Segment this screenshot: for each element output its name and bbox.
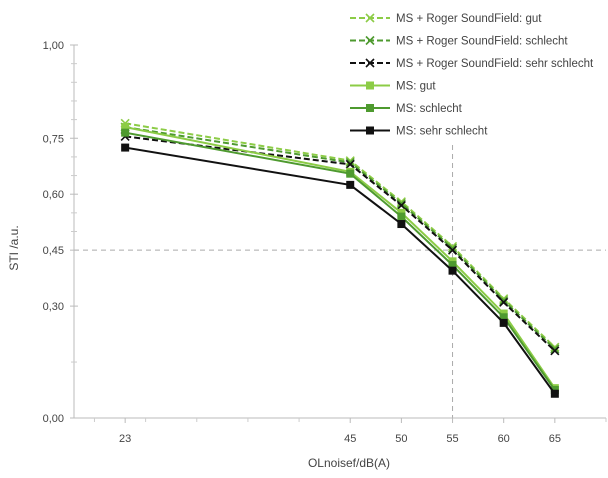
- legend-item: MS: gut: [350, 81, 436, 93]
- x-marker: [345, 159, 355, 169]
- x-tick-label: 45: [344, 433, 356, 445]
- series-line: [125, 146, 556, 395]
- square-marker: [550, 389, 559, 398]
- series-line: [125, 126, 556, 389]
- x-marker: [365, 35, 375, 46]
- legend-label: MS: sehr schlecht: [396, 126, 488, 138]
- y-tick-label: 0,45: [43, 245, 64, 257]
- y-axis-title: STI /a.u.: [7, 225, 21, 270]
- square-marker: [366, 104, 374, 112]
- legend-item: MS + Roger SoundField: sehr schlecht: [350, 58, 594, 70]
- square-marker: [499, 313, 508, 322]
- x-marker: [396, 198, 406, 209]
- y-tick-label: 0,00: [43, 413, 64, 425]
- legend-label: MS + Roger SoundField: schlecht: [396, 36, 568, 48]
- legend-label: MS: schlecht: [396, 103, 463, 115]
- x-axis-title: OLnoisef/dB(A): [308, 456, 390, 470]
- y-tick-label: 0,75: [43, 133, 64, 145]
- x-marker: [365, 13, 375, 23]
- square-marker: [366, 126, 374, 135]
- x-tick-label: 23: [119, 433, 131, 445]
- legend-label: MS: gut: [396, 81, 436, 93]
- series-1: [120, 118, 560, 352]
- x-marker: [499, 297, 509, 307]
- series-group: [120, 118, 560, 398]
- x-tick-label: 50: [395, 433, 407, 445]
- x-marker: [365, 58, 375, 68]
- legend-item: MS: schlecht: [350, 103, 463, 115]
- square-marker: [397, 220, 406, 229]
- x-marker: [396, 200, 406, 210]
- legend-item: MS: sehr schlecht: [350, 126, 488, 138]
- legend-label: MS + Roger SoundField: gut: [396, 13, 542, 25]
- series-line: [125, 131, 556, 391]
- legend: MS + Roger SoundField: gut MS + Roger Sou…: [350, 13, 594, 138]
- square-marker: [448, 266, 457, 275]
- x-marker: [499, 295, 509, 306]
- axes: 0,00 0,30 0,45 0,60 0,75 1,00 23 45 50 55 60 65: [43, 40, 607, 445]
- x-marker: [550, 342, 560, 352]
- x-marker: [499, 294, 509, 304]
- legend-label: MS + Roger SoundField: sehr schlecht: [396, 58, 594, 70]
- reference-lines: [74, 145, 606, 418]
- square-marker: [448, 261, 457, 270]
- legend-item: MS + Roger SoundField: gut: [350, 13, 542, 25]
- x-marker: [447, 243, 458, 253]
- x-tick-label: 55: [446, 433, 458, 445]
- square-marker: [346, 169, 355, 178]
- x-marker: [345, 157, 355, 168]
- y-tick-label: 0,60: [43, 189, 64, 201]
- x-marker: [447, 241, 458, 251]
- series-6: [121, 143, 559, 398]
- x-tick-label: 60: [498, 433, 510, 445]
- square-marker: [121, 123, 130, 132]
- x-tick-label: 65: [549, 433, 561, 445]
- y-tick-label: 1,00: [43, 40, 64, 52]
- x-marker: [345, 156, 355, 166]
- legend-item: MS + Roger SoundField: schlecht: [350, 36, 568, 48]
- square-marker: [366, 81, 374, 90]
- series-line: [125, 126, 556, 350]
- square-marker: [121, 143, 130, 152]
- series-line: [125, 135, 556, 352]
- x-marker: [550, 344, 560, 354]
- series-line: [125, 122, 556, 348]
- y-tick-label: 0,30: [43, 301, 64, 313]
- series-3: [120, 131, 560, 356]
- square-marker: [499, 318, 508, 327]
- square-marker: [397, 212, 406, 221]
- square-marker: [121, 128, 130, 137]
- square-marker: [346, 180, 355, 189]
- x-marker: [550, 346, 560, 356]
- series-5: [121, 128, 559, 395]
- x-marker: [447, 245, 458, 255]
